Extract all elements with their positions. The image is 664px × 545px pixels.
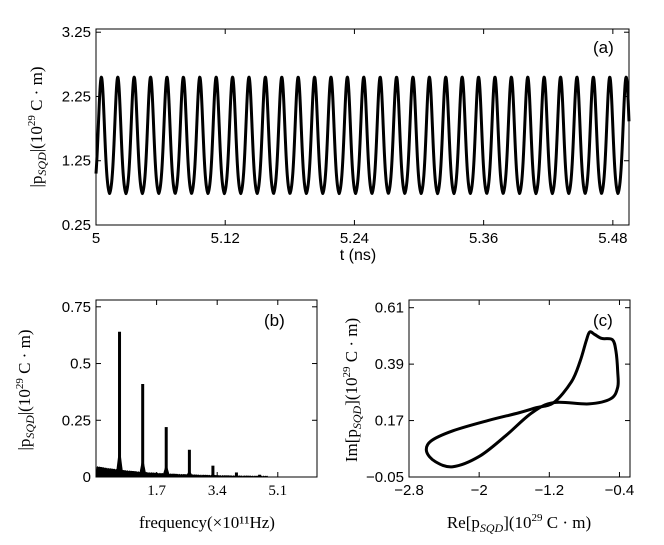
panel-c: −2.8 −2 −1.2 −0.4 −0.05 0.17 0.39 0.61 (c) Re[… xyxy=(341,299,634,535)
panel-a-xtick-label: 5 xyxy=(92,230,100,247)
panel-c-label: (c) xyxy=(593,311,613,330)
panel-b-label: (b) xyxy=(264,311,285,330)
panel-b-noise-floor xyxy=(96,466,268,477)
panel-c-frame xyxy=(408,299,631,478)
panel-b-peak-base xyxy=(232,475,241,477)
panel-a-xlabel: t (ns) xyxy=(340,247,376,264)
panel-b-ytick-label: 0 xyxy=(83,469,91,486)
panel-a-ytick-label: 0.25 xyxy=(62,217,91,234)
panel-b-peak-base xyxy=(115,445,124,477)
panel-b-peak-base xyxy=(185,470,194,477)
panel-b-ytick-label: 0.25 xyxy=(62,412,91,429)
panel-a-series-line xyxy=(94,75,631,196)
panel-b-ytick-label: 0.5 xyxy=(70,356,91,373)
panel-b-ytick-label: 0.75 xyxy=(62,299,91,316)
panel-a-label: (a) xyxy=(593,38,614,57)
panel-b-peak-base xyxy=(255,476,264,477)
panel-c-yticks: −0.05 0.17 0.39 0.61 xyxy=(366,300,630,486)
panel-a-yticks: 0.25 1.25 2.25 3.25 xyxy=(62,24,629,234)
panel-a-ylabel: |pSQD|(1029 C · m) xyxy=(26,67,49,188)
panel-a: 5 5.12 5.24 5.36 5.48 0.25 1.25 2.25 3.25 (a) t… xyxy=(26,24,631,264)
panel-c-xtick-label: −1.2 xyxy=(535,482,565,499)
panel-b-xticks: 1.7 3.4 5.1 xyxy=(147,300,287,499)
panel-c-ylabel: Im[pSQD](1029 C · m) xyxy=(341,318,364,462)
panel-b-ylabel: |pSQD|(1029 C · m) xyxy=(14,330,37,451)
panel-b-peak-base xyxy=(162,463,171,477)
panel-c-xtick-label: −2.8 xyxy=(394,482,424,499)
panel-b-xtick-label: 3.4 xyxy=(208,483,227,499)
panel-a-xticks: 5 5.12 5.24 5.36 5.48 xyxy=(92,29,627,247)
panel-b-yticks: 0 0.25 0.5 0.75 xyxy=(62,299,317,486)
panel-c-ytick-label: 0.39 xyxy=(375,356,404,373)
panel-b-peak-base xyxy=(138,456,147,477)
panel-b-peak-base xyxy=(208,473,217,477)
panel-c-trajectory-line xyxy=(424,330,620,469)
panel-b-xtick-label: 1.7 xyxy=(147,483,166,499)
panel-b-xlabel: frequency(×10¹¹Hz) xyxy=(139,513,275,532)
panel-c-ytick-label: −0.05 xyxy=(366,469,404,486)
panel-a-frame xyxy=(95,28,630,226)
panel-a-ytick-label: 2.25 xyxy=(62,88,91,105)
panel-a-xtick-label: 5.36 xyxy=(469,230,498,247)
panel-b-bars xyxy=(115,331,264,477)
panel-c-ytick-label: 0.17 xyxy=(375,413,404,430)
panel-c-xtick-label: −2 xyxy=(471,482,488,499)
panel-c-xtick-label: −0.4 xyxy=(605,482,635,499)
panel-c-ytick-label: 0.61 xyxy=(375,300,404,317)
panel-a-ytick-label: 3.25 xyxy=(62,24,91,41)
panel-b: 1.7 3.4 5.1 0 0.25 0.5 0.75 (b) frequency(×10… xyxy=(14,299,318,532)
panel-c-xticks: −2.8 −2 −1.2 −0.4 xyxy=(394,300,634,499)
panel-a-xtick-label: 5.48 xyxy=(598,230,627,247)
panel-b-xtick-label: 5.1 xyxy=(268,483,287,499)
panel-c-xlabel: Re[pSQD](1029 C · m) xyxy=(447,512,591,535)
panel-a-xtick-label: 5.12 xyxy=(211,230,240,247)
panel-a-ytick-label: 1.25 xyxy=(62,153,91,170)
panel-a-xtick-label: 5.24 xyxy=(340,230,369,247)
